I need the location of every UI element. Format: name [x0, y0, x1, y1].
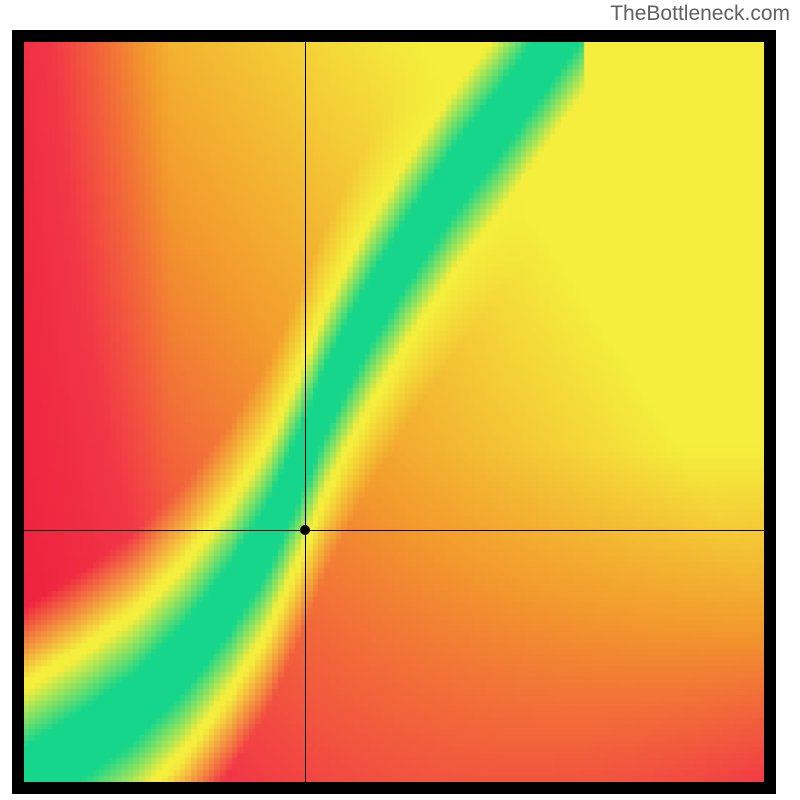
crosshair-horizontal [24, 530, 764, 531]
watermark-text: TheBottleneck.com [610, 2, 790, 26]
chart-container: TheBottleneck.com [0, 0, 800, 800]
crosshair-vertical [305, 42, 306, 782]
chart-plot-area [12, 30, 776, 794]
heatmap-canvas [24, 42, 764, 782]
marker-point [300, 525, 310, 535]
